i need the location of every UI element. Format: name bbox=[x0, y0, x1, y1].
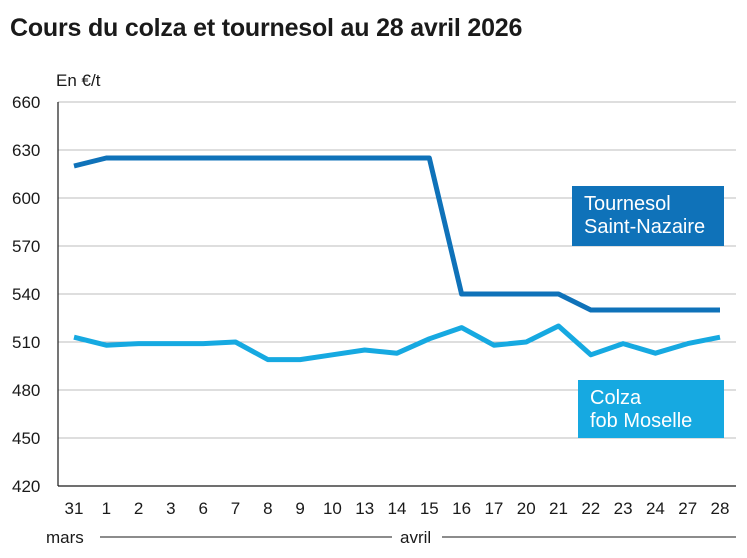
x-tick-label: 23 bbox=[614, 499, 633, 518]
x-tick-label: 1 bbox=[102, 499, 111, 518]
x-tick-label: 6 bbox=[198, 499, 207, 518]
x-tick-label: 27 bbox=[678, 499, 697, 518]
y-tick-label: 540 bbox=[12, 285, 40, 304]
y-tick-label: 420 bbox=[12, 477, 40, 496]
y-tick-label: 630 bbox=[12, 141, 40, 160]
x-tick-label: 13 bbox=[355, 499, 374, 518]
legend-label: Colza bbox=[590, 387, 642, 409]
series-line-1 bbox=[73, 323, 721, 363]
x-tick-label: 17 bbox=[484, 499, 503, 518]
y-tick-labels: 420 450 480 510 540 570 600 630 660 bbox=[12, 93, 40, 496]
x-tick-label: 28 bbox=[711, 499, 730, 518]
legend-label: Tournesol bbox=[584, 193, 671, 215]
series-line-0 bbox=[73, 155, 720, 313]
x-tick-label: 9 bbox=[295, 499, 304, 518]
x-tick-label: 14 bbox=[388, 499, 407, 518]
x-tick-labels: 31 1 2 3 6 7 8 9 10 13 14 15 16 17 20 21 22 23 24 27 28 bbox=[65, 499, 730, 518]
x-tick-label: 8 bbox=[263, 499, 272, 518]
y-axis-unit-label: En €/t bbox=[56, 71, 101, 90]
y-tick-label: 510 bbox=[12, 333, 40, 352]
x-tick-label: 3 bbox=[166, 499, 175, 518]
month-labels: mars avril bbox=[46, 528, 736, 547]
series-lines bbox=[73, 155, 721, 363]
x-tick-label: 24 bbox=[646, 499, 665, 518]
y-tick-label: 450 bbox=[12, 429, 40, 448]
axes bbox=[57, 102, 736, 487]
x-tick-label: 20 bbox=[517, 499, 536, 518]
month-label: mars bbox=[46, 528, 84, 547]
x-tick-label: 21 bbox=[549, 499, 568, 518]
x-tick-label: 10 bbox=[323, 499, 342, 518]
y-tick-label: 660 bbox=[12, 93, 40, 112]
legend-label: fob Moselle bbox=[590, 410, 692, 432]
y-tick-label: 600 bbox=[12, 189, 40, 208]
x-tick-label: 31 bbox=[65, 499, 84, 518]
month-label: avril bbox=[400, 528, 431, 547]
x-tick-label: 15 bbox=[420, 499, 439, 518]
legend-label: Saint-Nazaire bbox=[584, 216, 705, 238]
x-tick-label: 2 bbox=[134, 499, 143, 518]
x-tick-label: 22 bbox=[581, 499, 600, 518]
chart-title: Cours du colza et tournesol au 28 avril … bbox=[10, 14, 523, 42]
y-tick-label: 480 bbox=[12, 381, 40, 400]
legend-box-1 bbox=[578, 380, 724, 438]
x-tick-label: 16 bbox=[452, 499, 471, 518]
x-tick-label: 7 bbox=[231, 499, 240, 518]
legend-box-0 bbox=[572, 186, 724, 246]
y-tick-label: 570 bbox=[12, 237, 40, 256]
